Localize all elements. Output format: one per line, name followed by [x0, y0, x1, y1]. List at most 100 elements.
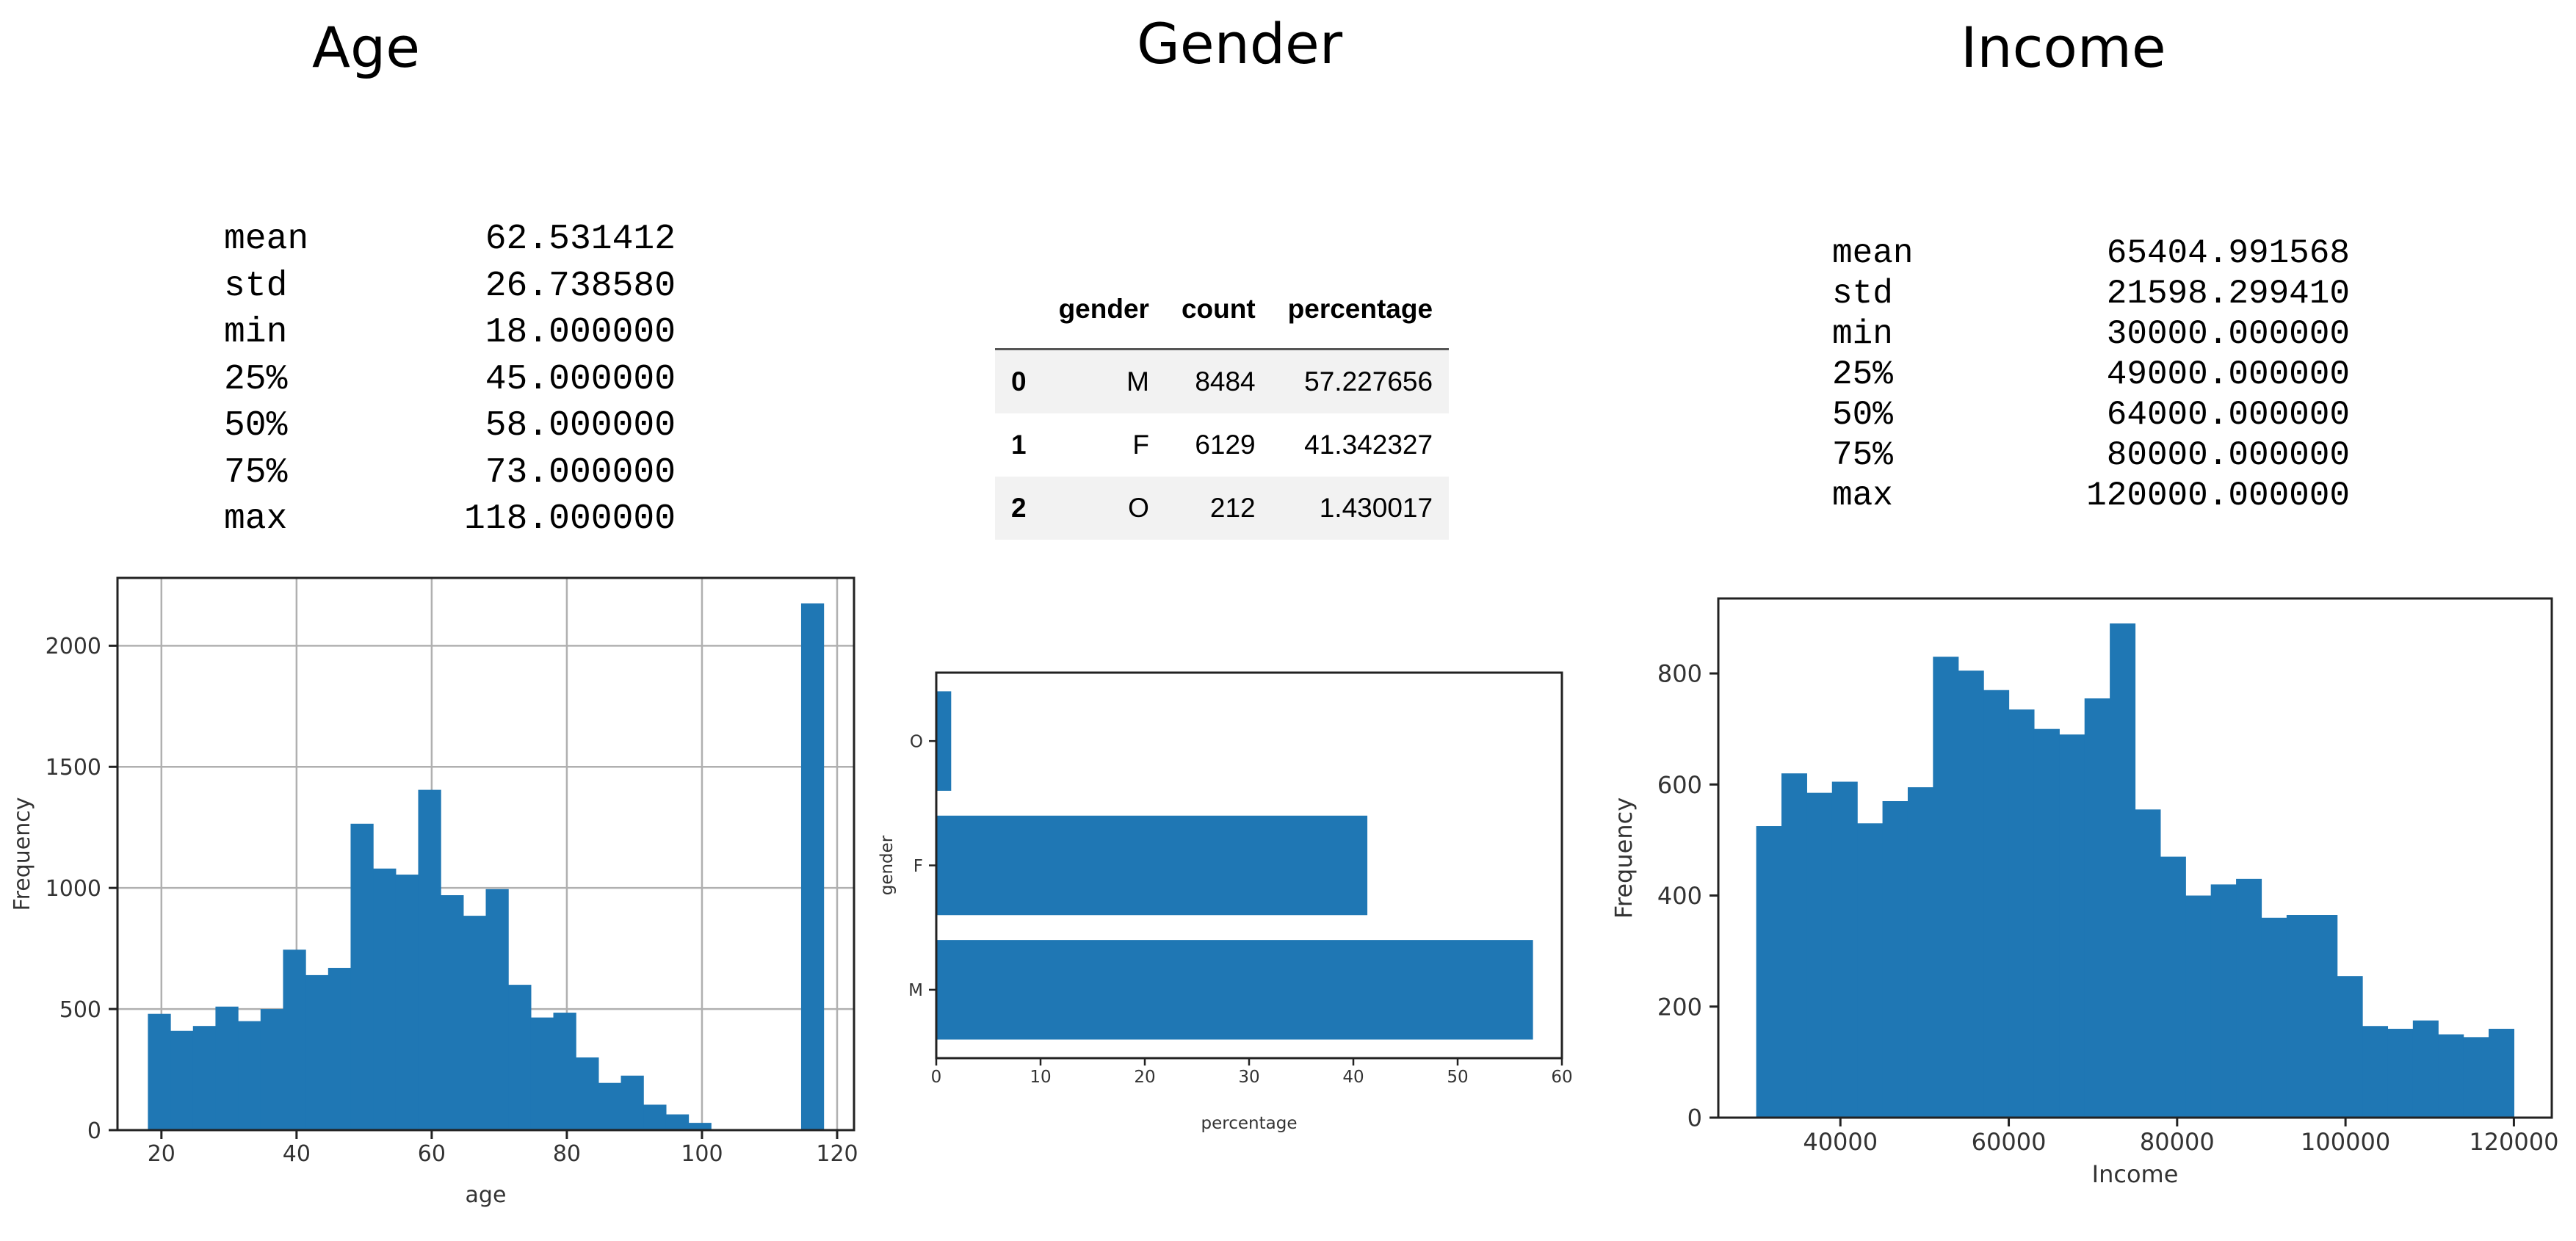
- histogram-bar: [2135, 809, 2161, 1118]
- plot-frame: [935, 671, 1563, 1060]
- histogram-bar: [395, 875, 419, 1130]
- y-axis-label: Frequency: [10, 797, 35, 911]
- histogram-bar: [800, 603, 825, 1130]
- histogram-bar: [328, 968, 352, 1130]
- plot-frame: [116, 576, 855, 1132]
- histogram-bar: [373, 868, 397, 1130]
- histogram-bar: [1933, 656, 1959, 1118]
- income-stat-row: max 120000.000000: [1832, 476, 2350, 516]
- age-stat-value: 118.000000: [463, 499, 676, 539]
- x-tick-label: 80: [553, 1141, 581, 1167]
- y-tick-label: 1000: [46, 876, 101, 902]
- income-stat-label: mean: [1832, 234, 1914, 272]
- y-tick-label: O: [910, 732, 923, 751]
- table-row: 2 O 212 1.430017: [995, 477, 1450, 540]
- age-stat-row: min 18.000000: [224, 310, 676, 357]
- x-tick-label: 40: [283, 1141, 311, 1167]
- age-stats: mean 62.531412 std 26.738580 min 18.000000 25%…: [224, 217, 676, 543]
- histogram-bar: [2084, 698, 2110, 1118]
- x-tick-label: 20: [1134, 1068, 1155, 1087]
- table-row: 0 M 8484 57.227656: [995, 349, 1450, 413]
- y-tick-label: F: [913, 857, 923, 876]
- histogram-bar: [2412, 1020, 2439, 1118]
- histogram-bar: [2286, 915, 2312, 1118]
- age-stat-label: 75%: [224, 452, 288, 493]
- x-tick-label: 50: [1447, 1068, 1468, 1087]
- histogram-bar: [2337, 976, 2363, 1118]
- histogram-bar: [2261, 917, 2287, 1118]
- histogram-bar: [508, 985, 532, 1130]
- income-stat-row: 25% 49000.000000: [1832, 355, 2350, 395]
- table-cell-gender: F: [1132, 430, 1149, 460]
- histogram-bar: [2362, 1026, 2389, 1118]
- income-stat-row: 75% 80000.000000: [1832, 435, 2350, 476]
- y-axis-label: Frequency: [1610, 797, 1638, 919]
- age-stat-label: 25%: [224, 359, 288, 399]
- table-row: 1 F 6129 41.342327: [995, 413, 1449, 477]
- y-tick-label: 600: [1657, 771, 1702, 799]
- gender-table: gender count percentage 0 M 8484 57.2276…: [995, 294, 1450, 540]
- bar-m: [936, 940, 1533, 1040]
- histogram-bar: [2312, 915, 2338, 1118]
- age-stat-label: 50%: [224, 406, 288, 446]
- table-row-index: 2: [995, 477, 1043, 540]
- histogram-bar: [2463, 1037, 2489, 1118]
- histogram-bar: [192, 1026, 217, 1130]
- income-stat-row: std 21598.299410: [1832, 274, 2350, 314]
- histogram-bar: [1781, 773, 1807, 1118]
- age-stat-value: 58.000000: [485, 406, 676, 446]
- histogram-bar: [148, 1013, 171, 1130]
- age-stat-label: std: [224, 266, 288, 306]
- income-stat-label: min: [1832, 315, 1893, 353]
- y-tick-label: 400: [1657, 882, 1702, 910]
- table-cell-percentage: 41.342327: [1304, 430, 1433, 460]
- histogram-bar: [1983, 690, 2010, 1118]
- age-stat-row: mean 62.531412: [224, 217, 676, 264]
- age-stat-row: std 26.738580: [224, 264, 676, 311]
- x-tick-label: 0: [931, 1068, 942, 1087]
- histogram-bar: [688, 1123, 712, 1130]
- table-cell-percentage: 1.430017: [1271, 477, 1450, 540]
- histogram-bar: [530, 1017, 554, 1130]
- x-tick-label: 60: [418, 1141, 446, 1167]
- histogram-bar: [2185, 895, 2212, 1118]
- table-row-index: 0: [995, 349, 1043, 413]
- histogram-bar: [2110, 623, 2136, 1118]
- income-stat-value: 120000.000000: [2086, 477, 2350, 515]
- histogram-bar: [418, 789, 441, 1130]
- histogram-bar: [2438, 1034, 2464, 1118]
- age-stat-label: max: [224, 499, 288, 539]
- x-tick-label: 20: [148, 1141, 176, 1167]
- income-stat-label: std: [1832, 275, 1893, 313]
- histogram-bar: [305, 974, 329, 1130]
- histogram-bar: [170, 1030, 194, 1130]
- y-tick-label: M: [908, 981, 923, 1000]
- histogram-bar: [643, 1104, 667, 1130]
- income-stat-label: max: [1832, 477, 1893, 515]
- age-title: Age: [312, 15, 420, 80]
- histogram-bar: [598, 1082, 622, 1130]
- bar-f: [936, 815, 1368, 916]
- age-stat-row: 50% 58.000000: [224, 403, 676, 450]
- histogram-bar: [260, 1009, 284, 1130]
- histogram-bar: [2489, 1029, 2515, 1118]
- histogram-bar: [553, 1013, 576, 1130]
- x-tick-label: 120: [816, 1141, 858, 1167]
- gender-table-header-count: count: [1165, 294, 1272, 350]
- income-stat-label: 25%: [1832, 355, 1893, 394]
- age-stat-label: min: [224, 313, 288, 352]
- age-stat-value: 73.000000: [485, 452, 676, 493]
- histogram-bar: [1756, 826, 1782, 1118]
- x-tick-label: 40000: [1803, 1128, 1878, 1156]
- histogram-bar: [1958, 670, 1984, 1118]
- income-stats: mean 65404.991568 std 21598.299410 min 30000.…: [1832, 234, 2350, 516]
- table-cell-percentage: 57.227656: [1271, 349, 1450, 413]
- histogram-bar: [2210, 884, 2237, 1118]
- table-cell-count: 212: [1165, 477, 1272, 540]
- histogram-bar: [621, 1075, 644, 1130]
- income-stat-value: 80000.000000: [2106, 436, 2350, 474]
- y-tick-label: 0: [1687, 1104, 1702, 1132]
- table-cell-count: 8484: [1165, 349, 1272, 413]
